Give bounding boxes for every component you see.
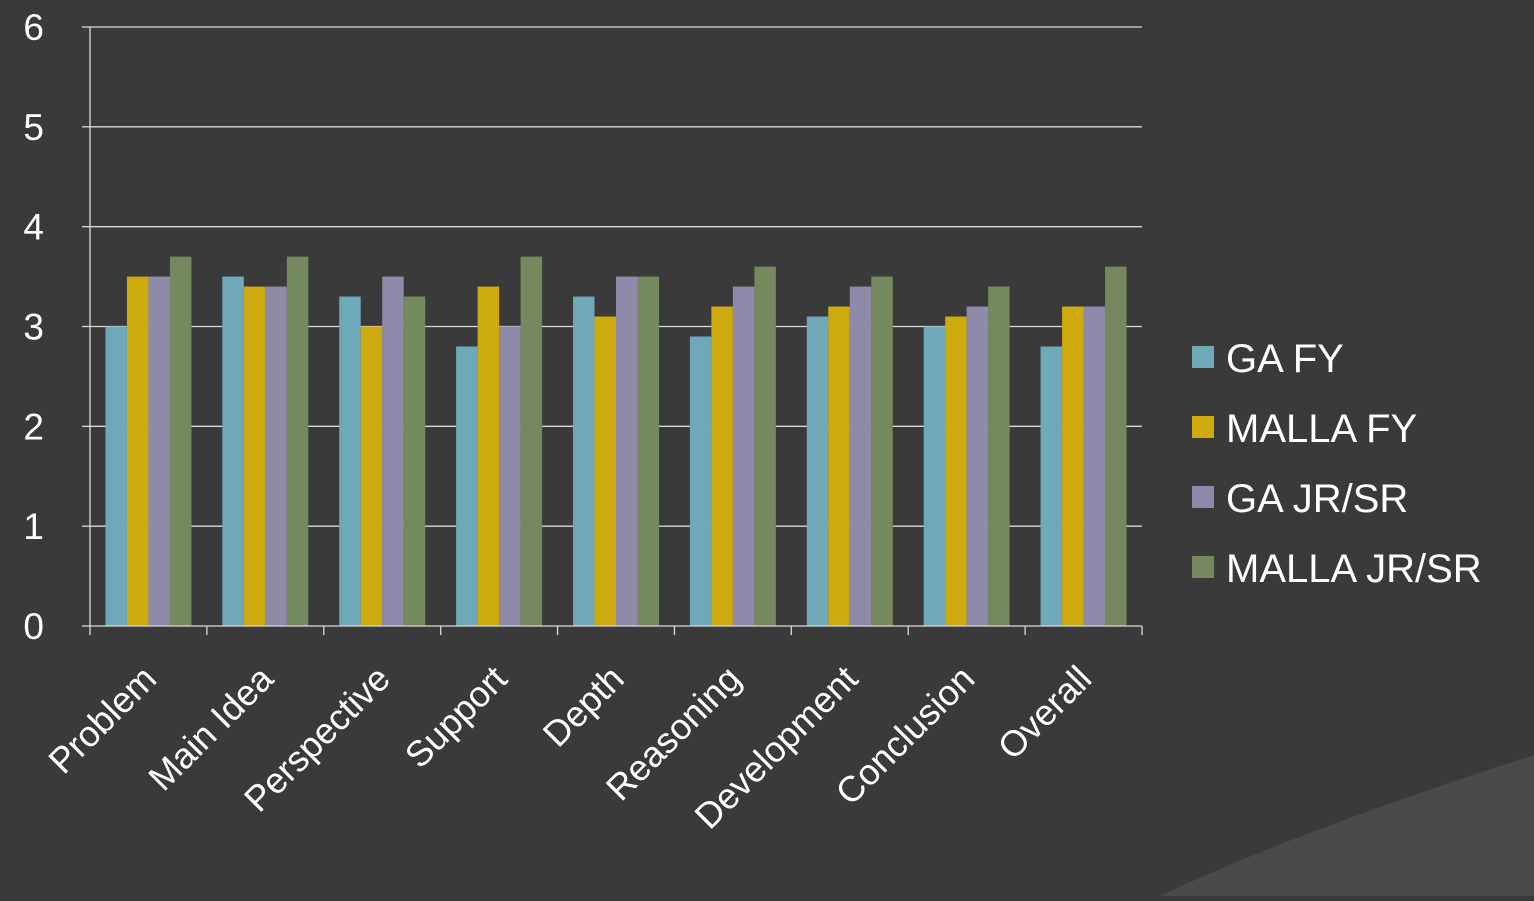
y-tick-label: 4: [23, 207, 44, 248]
bar: [966, 306, 989, 626]
bar: [573, 296, 595, 626]
legend-swatch: [1192, 556, 1214, 578]
bar: [711, 306, 733, 626]
x-tick-label: Overall: [990, 658, 1100, 768]
legend-swatch: [1192, 346, 1214, 368]
y-tick-label: 1: [23, 506, 44, 547]
bar: [1105, 266, 1127, 626]
y-tick-label: 0: [23, 606, 44, 647]
bar: [403, 296, 426, 626]
bar: [1083, 306, 1106, 626]
bar: [988, 286, 1010, 626]
y-tick-label: 5: [23, 107, 44, 148]
bar: [637, 276, 659, 626]
legend-swatch: [1192, 416, 1214, 438]
bar: [222, 276, 244, 626]
bar: [754, 266, 776, 626]
bars: [105, 256, 1127, 626]
bar: [923, 326, 946, 626]
x-tick-label: Depth: [535, 658, 632, 755]
bar: [828, 306, 850, 626]
bar: [689, 336, 712, 626]
bar: [477, 286, 500, 626]
bar: [594, 316, 616, 626]
y-tick-label: 6: [23, 7, 44, 48]
legend-swatch: [1192, 486, 1214, 508]
corner-decoration: [1160, 755, 1534, 896]
bar: [945, 316, 967, 626]
bar: [616, 276, 638, 626]
legend: GA FY MALLA FY GA JR/SR MALLA JR/SR: [1192, 337, 1482, 591]
bar: [169, 256, 192, 626]
bar: [382, 276, 404, 626]
legend-label: GA FY: [1226, 337, 1344, 381]
bar: [148, 276, 170, 626]
bar: [126, 276, 149, 626]
bar: [871, 276, 893, 626]
bar: [360, 326, 383, 626]
bar: [849, 286, 872, 626]
bar: [265, 286, 287, 626]
bar: [456, 346, 478, 626]
bar: [105, 326, 127, 626]
axes: [82, 26, 1143, 635]
y-tick-label: 3: [23, 307, 44, 348]
bar: [286, 256, 309, 626]
bar: [732, 286, 755, 626]
legend-label: MALLA JR/SR: [1226, 547, 1482, 591]
y-tick-label: 2: [23, 406, 44, 447]
bar: [243, 286, 266, 626]
legend-label: MALLA FY: [1226, 407, 1417, 451]
bar: [1040, 346, 1063, 626]
bar: [520, 256, 543, 626]
bar: [339, 296, 361, 626]
y-axis-tick-labels: 0 1 2 3 4 5 6: [23, 7, 44, 647]
bar: [806, 316, 829, 626]
legend-label: GA JR/SR: [1226, 477, 1408, 521]
bar: [499, 326, 521, 626]
bar: [1062, 306, 1084, 626]
x-tick-label: Support: [397, 658, 515, 776]
